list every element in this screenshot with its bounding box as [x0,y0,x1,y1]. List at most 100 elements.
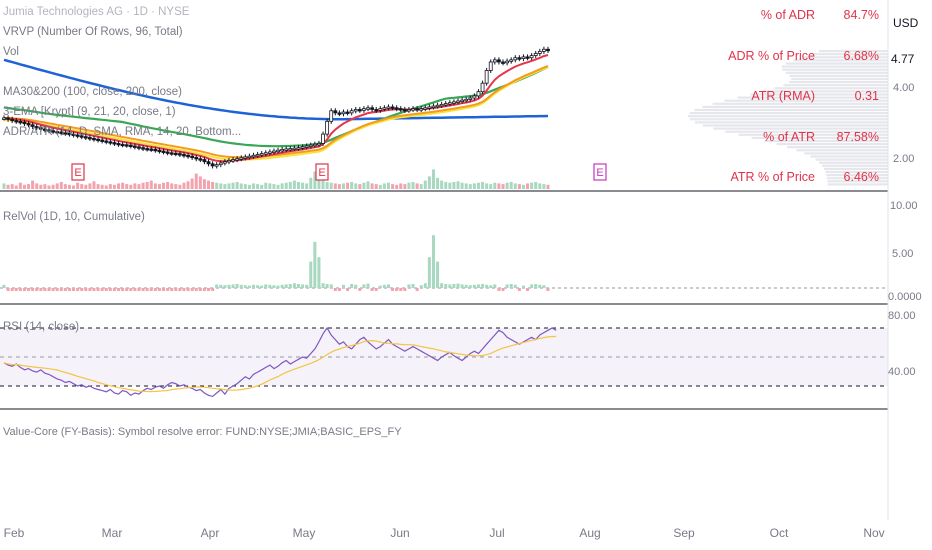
volume-bar [489,184,493,189]
volume-bar [472,183,476,189]
relvol-bar [264,284,268,288]
indicator-rsi[interactable]: RSI (14, close) [3,321,80,333]
indicator-ema[interactable]: 3-EMA [Krypt] (9, 21, 20, close, 1) [3,106,176,118]
relvol-bar [354,284,358,288]
candle-body [280,148,285,152]
indicator-vol[interactable]: Vol [3,46,19,58]
relvol-bar [493,284,497,288]
relvol-bar [448,284,452,288]
relvol-bar [366,283,370,288]
volume-bar [129,184,133,189]
candle-body [272,150,276,153]
chart-title[interactable]: Jumia Technologies AG · 1D · NYSE [3,6,190,18]
candle-body [55,131,60,134]
stat-row: % of ADR 84.7% [700,8,885,33]
relvol-tick: 10.00 [890,200,918,212]
relvol-bar [108,288,112,291]
volume-bar [378,184,382,189]
volume-bar [96,184,100,189]
price-tick: 2.00 [893,153,915,165]
relvol-bar [112,288,116,291]
candle-body [259,153,264,156]
volume-bar [313,171,317,189]
volume-bar [362,182,366,189]
candle-body [276,149,280,153]
indicator-value-core[interactable]: Value-Core (FY-Basis): Symbol resolve er… [3,426,402,438]
relvol-bar [370,288,374,291]
stat-value: 6.68% [843,48,879,63]
volume-bar [501,184,505,189]
volume-bar [431,169,435,189]
volume-bar [505,182,509,189]
candle-body [308,144,313,148]
volume-bar [117,183,121,189]
stat-label: ATR % of Price [730,170,815,184]
candle-body [173,152,178,156]
relvol-bar [18,288,22,291]
candle-body [537,50,542,54]
relvol-bar [149,288,153,291]
currency-label[interactable]: USD [893,16,919,30]
candle-body [509,59,514,62]
volume-profile-bar [689,118,888,121]
volume-bar [264,182,268,189]
volume-profile-bar [810,155,888,158]
relvol-bar [456,283,460,288]
volume-bar [534,182,538,189]
relvol-bar [534,284,538,288]
relvol-bar [309,261,313,288]
volume-bar [370,183,374,189]
candle-body [431,105,436,108]
candle-body [190,155,195,159]
price-candles [2,46,550,169]
relvol-bar [260,285,264,288]
volume-bar [211,182,215,189]
volume-bar [162,182,166,189]
relvol-bar [395,288,399,291]
volume-profile-bar [712,102,888,105]
stat-row: ADR % of Price 6.68% [700,49,885,74]
relvol-bar [247,285,251,288]
candle-body [22,121,27,125]
relvol-bar [411,284,415,288]
candle-body [227,159,231,163]
indicator-relvol[interactable]: RelVol (1D, 10, Cumulative) [3,211,145,223]
volume-bar [354,183,358,189]
volume-bar [399,183,403,189]
indicator-ma[interactable]: MA30&200 (100, close, 200, close) [3,86,182,98]
relvol-bar [546,288,550,291]
volume-bars [2,169,550,189]
volume-bar [521,184,525,189]
indicator-vrvp[interactable]: VRVP (Number Of Rows, 96, Total) [3,26,183,38]
relvol-bar [219,284,223,288]
adr-atr-stats-table: % of ADR 84.7% ADR % of Price 6.68% ATR … [700,8,885,184]
volume-bar [219,183,223,189]
candle-body [116,143,121,146]
candle-body [141,147,145,150]
volume-profile-bar [689,112,888,115]
volume-profile-bar [783,84,888,87]
candle-body [83,136,88,139]
candle-body [390,106,395,109]
ma200-line [3,58,549,121]
volume-bar [35,183,39,189]
earnings-marker-label: E [318,167,325,179]
relvol-bar [10,288,14,291]
stat-value: 0.31 [854,89,879,103]
volume-bar [141,182,145,189]
indicator-adr-atr[interactable]: ADR/ATR (14, D, SMA, RMA, 14, 20, Bottom… [3,126,242,138]
candle-body [145,148,150,151]
volume-bar [2,183,6,189]
relvol-bar [423,283,427,288]
relvol-bar [153,288,157,291]
relvol-bar [104,288,108,291]
relvol-bar [121,288,125,291]
candle-body [34,126,39,129]
candle-body [472,95,477,99]
candle-body [542,48,546,52]
volume-bar [325,182,329,189]
candle-body [488,61,493,71]
volume-bar [292,180,296,189]
volume-bar [47,185,51,189]
